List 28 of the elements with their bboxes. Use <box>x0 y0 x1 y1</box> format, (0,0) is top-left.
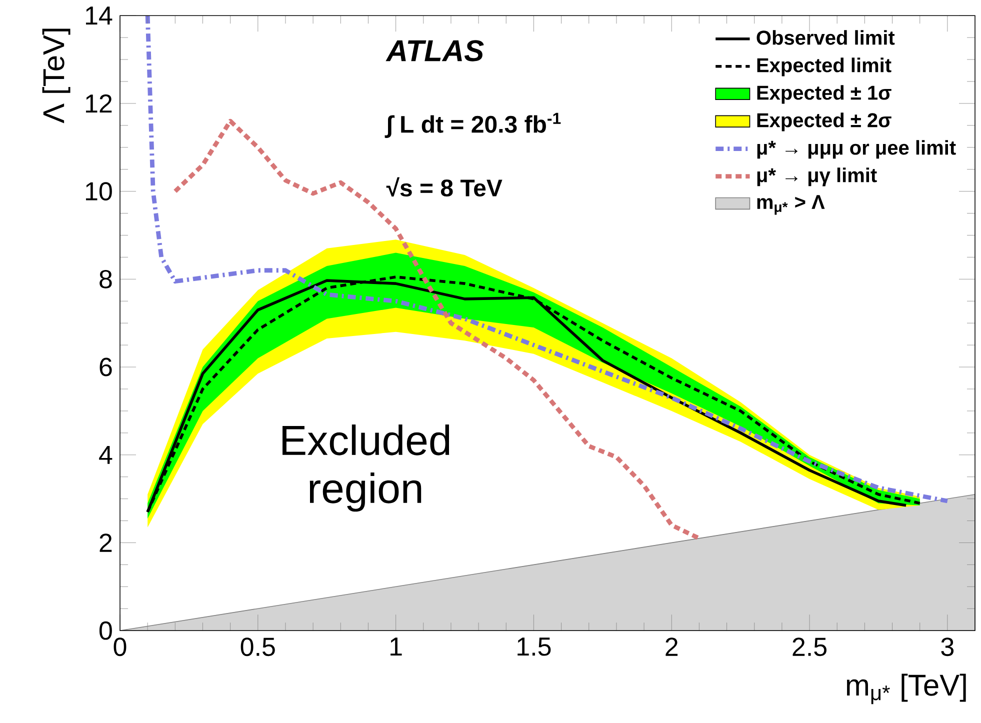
y-tick-label: 6 <box>100 358 112 376</box>
y-tick-label: 4 <box>99 446 112 464</box>
x-tick-label: 0 <box>114 638 126 656</box>
x-tick-label: 2.5 <box>792 638 826 656</box>
annotation: ATLAS <box>386 40 484 62</box>
y-axis-title: Λ [TeV] <box>42 28 70 124</box>
y-tick-label: 12 <box>86 94 112 113</box>
x-axis-title: m$_{μ*}$ [TeV] <box>846 674 966 704</box>
legend-label: μ* → μμμ or μee limit <box>757 140 956 159</box>
x-tick-label: 2 <box>666 638 678 656</box>
x-tick-label: 1 <box>390 638 402 656</box>
x-tick-label: 0.5 <box>240 638 275 656</box>
y-tick-label: 14 <box>86 6 112 25</box>
legend-label: Observed limit <box>756 30 895 46</box>
x-tick-label: 3 <box>941 638 954 656</box>
legend-label: Expected ± 2σ <box>757 112 892 132</box>
y-tick-label: 10 <box>86 182 112 201</box>
legend-label: Expected ± 1σ <box>757 85 892 104</box>
y-tick-label: 0 <box>99 622 112 640</box>
annotation: Excluded region <box>282 424 450 512</box>
y-tick-label: 2 <box>100 534 112 552</box>
legend-label: Expected limit <box>757 58 892 76</box>
legend-label: m$_{μ*}$ > Λ <box>757 195 825 215</box>
legend-label: μ* → μγ limit <box>757 168 877 186</box>
annotation: √s = 8 TeV <box>386 177 502 197</box>
x-tick-label: 1.5 <box>518 638 551 656</box>
y-tick-label: 8 <box>100 270 112 289</box>
annotation: ∫ L dt = 20.3 fb$^{-1}$ <box>384 113 561 138</box>
